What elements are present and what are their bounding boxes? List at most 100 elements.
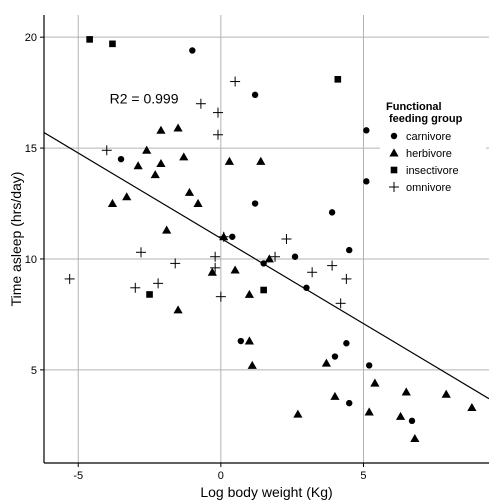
herbivore-point: [156, 158, 166, 168]
carnivore-point: [117, 155, 125, 163]
x-tick-label: 5: [360, 470, 366, 482]
insectivore-point: [86, 36, 93, 43]
legend-label: carnivore: [406, 131, 451, 143]
carnivore-point: [251, 200, 259, 207]
herbivore-point: [247, 360, 257, 369]
carnivore-point: [331, 353, 339, 360]
herbivore-point: [370, 378, 380, 387]
insectivore-point: [146, 291, 153, 298]
herbivore-point: [173, 123, 183, 132]
herbivore-point: [150, 170, 160, 179]
herbivore-point: [244, 289, 254, 298]
y-tick-label: 5: [31, 365, 37, 377]
omnivore-point: [341, 273, 352, 284]
omnivore-point: [153, 278, 164, 289]
regression-line: [44, 132, 489, 400]
omnivore-point: [195, 98, 206, 109]
omnivore-point: [307, 267, 318, 278]
herbivore-point: [330, 391, 340, 400]
legend-label: omnivore: [406, 182, 451, 194]
omnivore-point: [215, 291, 226, 302]
herbivore-point: [321, 358, 332, 367]
herbivore-point: [162, 225, 172, 234]
legend-carnivore-marker: [390, 132, 398, 140]
herbivore-point: [122, 192, 132, 201]
legend-item-herbivore: herbivore: [386, 145, 452, 161]
carnivore-point: [346, 246, 353, 254]
omnivore-point: [130, 282, 141, 293]
herbivore-point: [173, 305, 183, 314]
herbivore-point: [410, 434, 420, 443]
herbivore-point: [179, 152, 189, 161]
omnivore-point: [335, 298, 346, 309]
carnivore-point: [408, 417, 416, 425]
carnivore-point: [363, 127, 370, 134]
herbivore-point: [156, 125, 166, 134]
plot-panel: R2 = 0.999: [44, 15, 489, 463]
x-axis-title: Log body weight (Kg): [200, 484, 332, 500]
herbivore-point: [293, 409, 303, 418]
legend-title: Functional: [386, 101, 442, 113]
carnivore-point: [346, 399, 353, 407]
herbivore-point: [230, 265, 240, 274]
omnivore-point: [270, 251, 281, 262]
carnivore-point: [237, 337, 245, 345]
y-axis-title: Time asleep (hrs/day): [8, 172, 24, 307]
omnivore-point: [281, 234, 292, 244]
omnivore-point: [213, 129, 224, 140]
series-insectivore: [86, 36, 342, 298]
y-tick-label: 10: [25, 254, 37, 266]
herbivore-point: [244, 336, 254, 345]
axes: -5 0 5 5 10 15 20: [25, 15, 489, 482]
omnivore-point: [327, 260, 338, 271]
legend-label: insectivore: [406, 165, 459, 177]
legend-insectivore-marker: [390, 166, 398, 174]
herbivore-point: [107, 198, 118, 207]
carnivore-point: [291, 253, 299, 260]
herbivore-point: [256, 156, 266, 165]
omnivore-point: [213, 107, 224, 118]
omnivore-point: [135, 247, 146, 258]
herbivore-point: [184, 187, 195, 196]
omnivore-point: [101, 145, 112, 156]
y-tick-label: 20: [25, 32, 37, 44]
omnivore-point: [64, 273, 75, 284]
omnivore-point: [170, 258, 181, 269]
series-carnivore: [117, 47, 416, 425]
herbivore-point: [441, 389, 451, 398]
carnivore-point: [343, 340, 350, 347]
insectivore-point: [334, 76, 342, 83]
herbivore-point: [224, 156, 235, 165]
carnivore-point: [303, 284, 310, 291]
carnivore-point: [251, 91, 259, 99]
herbivore-point: [264, 254, 274, 263]
r2-annotation: R2 = 0.999: [110, 91, 179, 107]
legend-omnivore-marker: [389, 182, 399, 192]
insectivore-point: [109, 40, 116, 48]
omnivore-point: [230, 76, 241, 87]
carnivore-point: [363, 178, 370, 185]
x-tick-label: -5: [73, 470, 83, 482]
series-omnivore: [64, 76, 352, 309]
herbivore-point: [142, 145, 152, 154]
legend-item-carnivore: carnivore: [386, 128, 451, 144]
legend-label: herbivore: [406, 148, 452, 160]
carnivore-point: [229, 233, 236, 240]
legend-herbivore-marker: [389, 148, 399, 157]
legend-title: feeding group: [389, 113, 463, 125]
herbivore-point: [364, 407, 374, 416]
legend-item-insectivore: insectivore: [386, 162, 459, 178]
omnivore-point: [218, 231, 229, 242]
herbivore-point: [401, 387, 411, 396]
insectivore-point: [260, 286, 267, 294]
legend-item-omnivore: omnivore: [386, 179, 451, 195]
x-tick-label: 0: [218, 470, 224, 482]
omnivore-point: [210, 251, 221, 262]
herbivore-point: [207, 267, 217, 276]
omnivore-point: [210, 262, 221, 273]
series-herbivore: [107, 123, 477, 443]
carnivore-point: [365, 362, 373, 369]
